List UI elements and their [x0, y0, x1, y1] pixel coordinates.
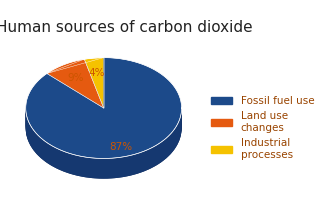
Ellipse shape	[26, 70, 182, 171]
Ellipse shape	[26, 64, 182, 165]
Ellipse shape	[26, 62, 182, 163]
Ellipse shape	[26, 61, 182, 162]
Ellipse shape	[26, 66, 182, 167]
Ellipse shape	[26, 71, 182, 172]
Ellipse shape	[26, 59, 182, 159]
Text: 4%: 4%	[89, 68, 105, 78]
Ellipse shape	[26, 73, 182, 174]
Ellipse shape	[26, 72, 182, 173]
Ellipse shape	[26, 77, 182, 178]
Ellipse shape	[26, 69, 182, 170]
Ellipse shape	[26, 68, 182, 169]
Polygon shape	[26, 58, 182, 158]
Ellipse shape	[26, 78, 182, 179]
Ellipse shape	[26, 67, 182, 168]
Text: 87%: 87%	[109, 142, 132, 152]
Polygon shape	[26, 109, 181, 179]
Ellipse shape	[26, 60, 182, 161]
Text: 9%: 9%	[68, 73, 84, 83]
Title: Human sources of carbon dioxide: Human sources of carbon dioxide	[0, 20, 252, 35]
Ellipse shape	[26, 75, 182, 176]
Ellipse shape	[26, 76, 182, 177]
Ellipse shape	[26, 63, 182, 164]
Ellipse shape	[26, 74, 182, 175]
Polygon shape	[47, 59, 104, 108]
Legend: Fossil fuel use, Land use
changes, Industrial
processes: Fossil fuel use, Land use changes, Indus…	[207, 92, 318, 164]
Polygon shape	[84, 58, 104, 108]
Ellipse shape	[26, 65, 182, 166]
